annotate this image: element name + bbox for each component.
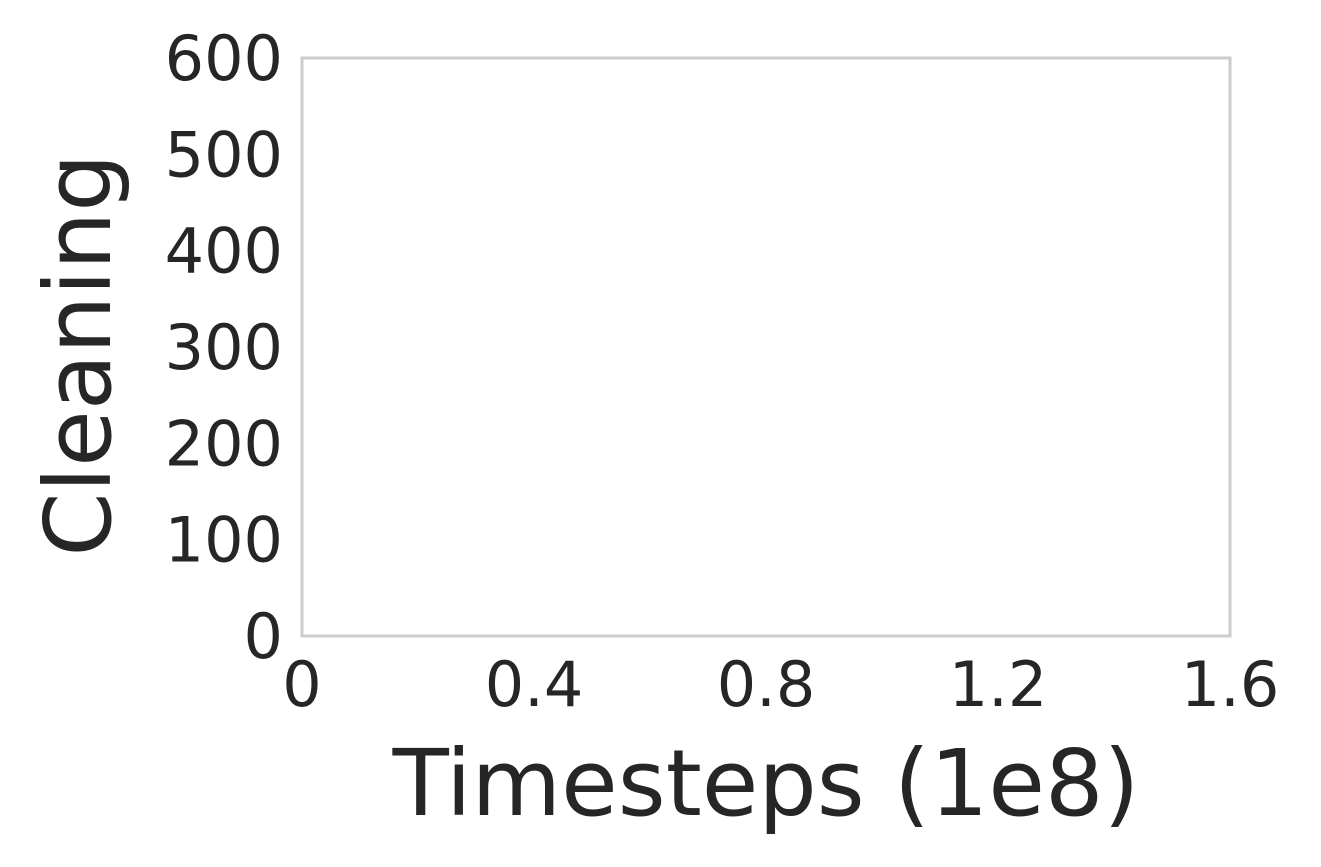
- y-tick-label: 200: [165, 407, 283, 480]
- plot-area: [300, 56, 1232, 638]
- y-axis-label: Cleaning: [25, 153, 132, 556]
- y-tick-label: 300: [165, 311, 283, 384]
- y-tick-label: 600: [165, 22, 283, 95]
- x-tick-label: 1.6: [1181, 648, 1280, 721]
- x-tick-label: 0.8: [717, 648, 816, 721]
- x-tick-label: 1.2: [949, 648, 1048, 721]
- y-tick-label: 0: [244, 600, 283, 673]
- x-axis-label: Timesteps (1e8): [392, 730, 1140, 837]
- y-tick-label: 400: [165, 215, 283, 288]
- x-tick-label: 0: [282, 648, 321, 721]
- y-tick-label: 100: [165, 504, 283, 577]
- x-axis-ticks: 0 0.4 0.8 1.2 1.6: [282, 648, 1279, 721]
- y-axis-ticks: 0 100 200 300 400 500 600: [165, 22, 283, 673]
- y-tick-label: 500: [165, 118, 283, 191]
- x-tick-label: 0.4: [485, 648, 584, 721]
